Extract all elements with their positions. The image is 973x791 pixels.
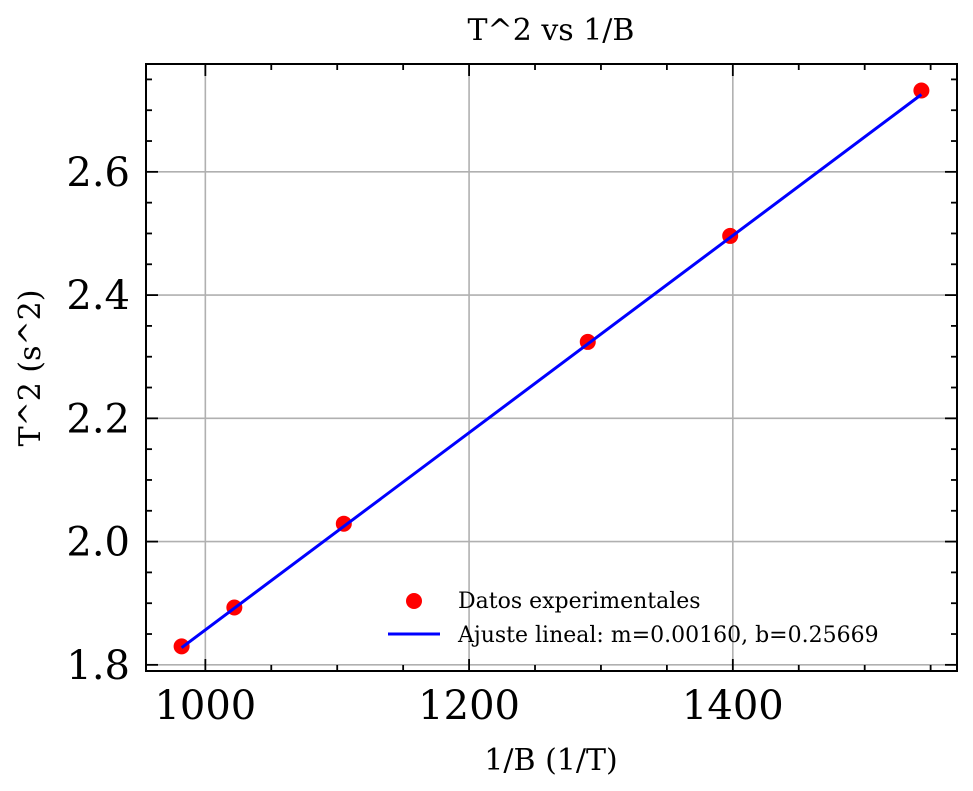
x-tick-label: 1400 xyxy=(682,683,784,729)
legend-marker-scatter xyxy=(406,593,422,609)
y-tick-label: 2.4 xyxy=(66,273,130,319)
y-tick-label: 1.8 xyxy=(66,643,130,689)
chart-title: T^2 vs 1/B xyxy=(468,13,635,48)
plot-frame xyxy=(145,63,958,672)
y-tick-label: 2.2 xyxy=(66,396,130,442)
x-tick-label: 1000 xyxy=(154,683,256,729)
legend-label-fit: Ajuste lineal: m=0.00160, b=0.25669 xyxy=(457,623,879,648)
legend-label-scatter: Datos experimentales xyxy=(458,589,701,614)
fit-line xyxy=(180,93,923,649)
legend: Datos experimentales Ajuste lineal: m=0.… xyxy=(388,589,879,648)
tick-labels: 1000 1200 1400 1.8 2.0 2.2 2.4 2.6 xyxy=(66,150,783,729)
x-axis-label: 1/B (1/T) xyxy=(484,743,617,778)
y-tick-label: 2.0 xyxy=(66,520,130,566)
plot-content xyxy=(173,82,930,655)
y-tick-label: 2.6 xyxy=(66,150,130,196)
grid xyxy=(146,64,957,671)
y-axis-label: T^2 (s^2) xyxy=(13,290,48,447)
data-point xyxy=(913,82,930,99)
x-tick-label: 1200 xyxy=(418,683,520,729)
